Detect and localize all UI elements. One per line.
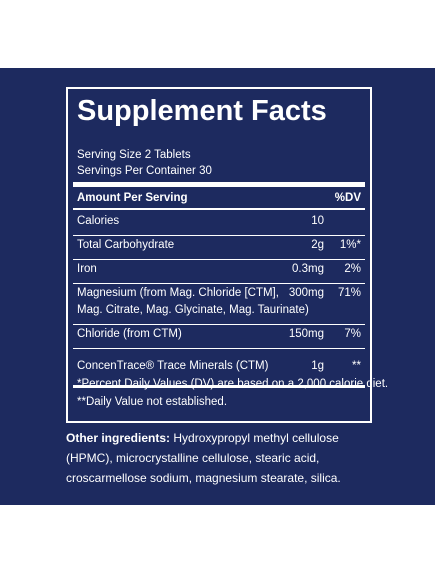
- row-dv: 71%: [337, 287, 361, 299]
- serving-size: Serving Size 2 Tablets: [77, 149, 191, 161]
- row-amount: 1g: [311, 360, 324, 372]
- row-name: Chloride (from CTM): [77, 328, 182, 340]
- other-text: Hydroxypropyl methyl cellulose (HPMC), m…: [66, 431, 341, 485]
- row-name: Calories: [77, 215, 120, 227]
- row-rule: [73, 348, 365, 349]
- row-amount: 150mg: [288, 328, 324, 340]
- rule: [73, 208, 365, 210]
- other-ingredients: Other ingredients: Hydroxypropyl methyl …: [66, 428, 376, 488]
- row-rule: [73, 235, 365, 236]
- row-name: Total Carbohydrate: [77, 239, 175, 251]
- header-name: Amount Per Serving: [77, 192, 188, 204]
- background-band: [0, 68, 435, 505]
- row-name: Magnesium (from Mag. Chloride [CTM],: [77, 287, 279, 299]
- row-amount: 0.3mg: [292, 263, 324, 275]
- servings-per-container: Servings Per Container 30: [77, 165, 212, 177]
- row-name: ConcenTrace® Trace Minerals (CTM): [77, 360, 269, 372]
- header-dv: %DV: [334, 192, 361, 204]
- row-rule: [73, 324, 365, 325]
- row-rule: [73, 259, 365, 260]
- row-name: Iron: [77, 263, 97, 275]
- other-label: Other ingredients:: [66, 431, 171, 445]
- row-name: Mag. Citrate, Mag. Glycinate, Mag. Tauri…: [77, 304, 309, 316]
- facts-panel: Supplement Facts Serving Size 2 Tablets …: [66, 87, 388, 423]
- row-amount: 10: [311, 215, 324, 227]
- row-amount: 2g: [311, 239, 324, 251]
- row-dv: 1%*: [339, 239, 361, 251]
- thick-rule: [73, 385, 365, 388]
- thick-rule: [73, 182, 365, 187]
- row-rule: [73, 283, 365, 284]
- row-amount: 300mg: [288, 287, 324, 299]
- row-dv: **: [352, 360, 361, 372]
- footnote: **Daily Value not established.: [77, 396, 228, 408]
- title: Supplement Facts: [77, 95, 327, 127]
- row-dv: 2%: [344, 263, 361, 275]
- footnote: *Percent Daily Values (DV) are based on …: [77, 378, 389, 390]
- row-dv: 7%: [344, 328, 361, 340]
